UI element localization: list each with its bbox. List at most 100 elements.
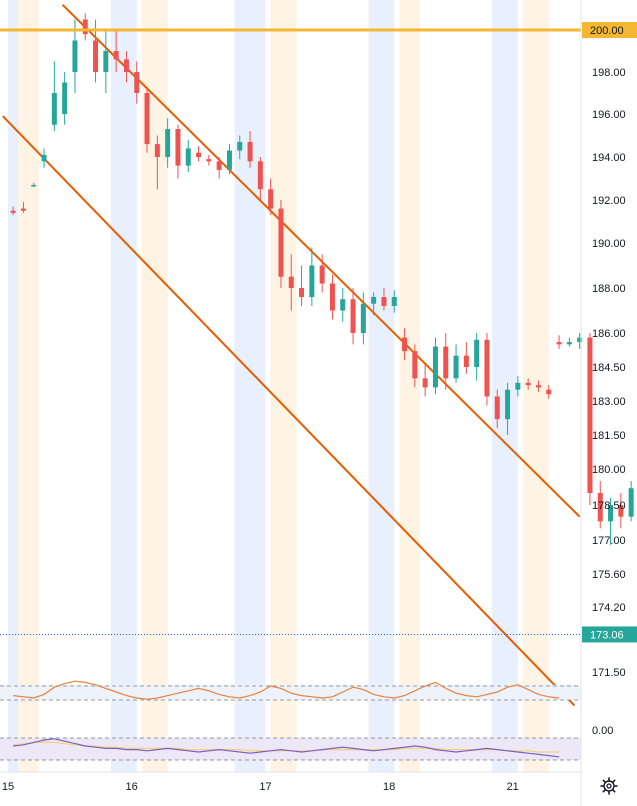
indicator-zero-label: 0.00 (592, 725, 613, 737)
candle-body (597, 493, 603, 522)
candle-body (484, 339, 490, 397)
price-tick-label: 174.20 (592, 602, 626, 614)
channel-line (2, 115, 576, 707)
candle-body (237, 141, 243, 151)
last-price-badge (582, 626, 637, 643)
indicator-line-2 (13, 738, 560, 758)
candle-body (144, 93, 150, 145)
time-tick-label: 18 (383, 781, 395, 793)
price-tick-label: 184.50 (592, 362, 626, 374)
level-badge (582, 22, 637, 38)
candle-body (618, 505, 624, 517)
candle-body (422, 378, 428, 388)
candle-body (463, 355, 469, 367)
candle-body (402, 337, 408, 352)
candle-body (608, 505, 614, 522)
candle-body (216, 161, 222, 170)
candle-body (20, 208, 26, 211)
session-band (368, 0, 395, 772)
candle-body (226, 150, 232, 170)
price-tick-label: 180.00 (592, 464, 626, 476)
pane-fill (0, 738, 581, 760)
channel-line (61, 4, 581, 518)
candle-body (432, 346, 438, 388)
session-band (523, 0, 549, 772)
candle-body (175, 129, 181, 166)
session-band (492, 0, 518, 772)
candle-body (535, 385, 541, 388)
candle-body (278, 208, 284, 277)
candle-body (82, 19, 88, 35)
candle-body (525, 382, 531, 386)
candle-body (154, 144, 160, 157)
session-band (399, 0, 420, 772)
candle-body (31, 184, 37, 187)
price-tick-label: 192.00 (592, 195, 626, 207)
candle-body (93, 40, 99, 72)
indicator-line-1 (13, 680, 560, 700)
candle-body (62, 82, 68, 114)
candle-body (587, 337, 593, 493)
candle-body (268, 189, 274, 209)
candle-body (196, 152, 202, 157)
candle-body (505, 389, 511, 420)
price-badges: 200.00 173.06 (582, 22, 637, 643)
candle-body (391, 297, 397, 306)
candle-body (350, 299, 356, 333)
candle-body (412, 351, 418, 379)
candle-body (515, 382, 521, 390)
candle-body (556, 342, 562, 345)
channel-lines (2, 4, 581, 707)
price-tick-label: 196.00 (592, 109, 626, 121)
candle-body (206, 159, 212, 162)
level-badge-label: 200.00 (590, 25, 624, 37)
candle-body (474, 339, 480, 367)
time-tick-label: 15 (2, 781, 14, 793)
indicator-pane-1: 0.00 (0, 680, 613, 737)
price-tick-label: 171.50 (592, 667, 626, 679)
time-axis[interactable]: 15 16 17 18 21 (2, 781, 519, 793)
price-axis[interactable]: 200.00 198.00 196.00 194.00 192.00 190.00 188.… (592, 25, 626, 679)
session-band (18, 0, 39, 772)
candle-body (134, 72, 140, 93)
price-tick-label: 175.60 (592, 569, 626, 581)
session-band (234, 0, 266, 772)
candle-body (371, 297, 377, 304)
candle-body (165, 129, 171, 157)
candle-body (288, 276, 294, 288)
candle-body (247, 141, 253, 162)
candle-body (360, 303, 366, 333)
last-price-badge-label: 173.06 (590, 629, 624, 641)
candle-body (72, 40, 78, 72)
price-tick-label: 194.00 (592, 152, 626, 164)
gear-icon[interactable] (600, 777, 618, 795)
session-bands (8, 0, 549, 772)
candlesticks (10, 13, 634, 545)
candle-body (185, 148, 191, 166)
candle-body (319, 265, 325, 284)
candle-body (381, 297, 387, 306)
candle-body (566, 342, 572, 345)
time-tick-label: 17 (259, 781, 271, 793)
time-tick-label: 21 (507, 781, 519, 793)
price-tick-label: 177.00 (592, 535, 626, 547)
candle-body (123, 59, 129, 72)
session-band (270, 0, 297, 772)
candle-body (41, 154, 47, 162)
price-tick-label: 198.00 (592, 67, 626, 79)
price-tick-label: 186.00 (592, 328, 626, 340)
price-tick-label: 178.50 (592, 500, 626, 512)
candle-body (103, 51, 109, 72)
candle-body (329, 283, 335, 311)
candle-body (628, 488, 634, 517)
price-tick-label: 181.50 (592, 430, 626, 442)
candle-body (494, 396, 500, 420)
session-band (8, 0, 19, 772)
price-tick-label: 183.00 (592, 396, 626, 408)
candle-body (10, 210, 16, 213)
candle-body (546, 389, 552, 395)
candle-body (577, 337, 583, 343)
candle-body (299, 288, 305, 297)
candle-body (51, 93, 57, 125)
